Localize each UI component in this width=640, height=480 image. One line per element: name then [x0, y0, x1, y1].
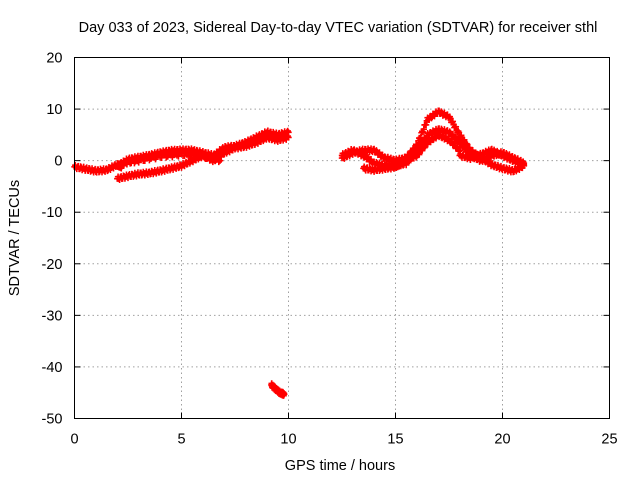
x-tick-label: 5 — [177, 432, 185, 448]
plot-frame — [74, 57, 610, 419]
y-tick-label: -10 — [42, 205, 63, 221]
x-tick-label: 15 — [387, 432, 403, 448]
data-point — [199, 151, 207, 159]
y-tick-label: -30 — [42, 308, 63, 324]
y-tick-label: -50 — [42, 412, 63, 428]
x-axis-ticks: 0 5 10 15 20 25 — [70, 57, 618, 448]
x-tick-label: 25 — [601, 432, 617, 448]
y-tick-label: -20 — [42, 257, 63, 273]
y-axis-label: SDTVAR / TECUs — [7, 180, 23, 296]
data-point — [281, 391, 288, 398]
data-trace — [120, 149, 224, 168]
data-point — [285, 134, 292, 141]
data-trace — [268, 380, 288, 399]
chart-title: Day 033 of 2023, Sidereal Day-to-day VTE… — [79, 20, 598, 36]
x-axis-label: GPS time / hours — [285, 458, 395, 474]
data-point — [215, 158, 222, 166]
grid-lines — [74, 57, 610, 419]
y-tick-label: -40 — [42, 360, 63, 376]
data-trace — [360, 130, 463, 175]
y-tick-label: 20 — [46, 51, 62, 67]
data-point — [216, 157, 224, 164]
y-axis-ticks: -50 -40 -30 -20 -10 0 10 20 — [42, 51, 610, 428]
data-points — [71, 107, 528, 399]
x-tick-label: 20 — [494, 432, 510, 448]
x-tick-label: 10 — [280, 432, 296, 448]
data-point — [520, 161, 528, 168]
y-tick-label: 0 — [54, 154, 62, 170]
x-tick-label: 0 — [70, 432, 78, 448]
y-tick-label: 10 — [46, 102, 62, 118]
data-trace — [456, 145, 528, 169]
data-trace — [114, 132, 292, 184]
